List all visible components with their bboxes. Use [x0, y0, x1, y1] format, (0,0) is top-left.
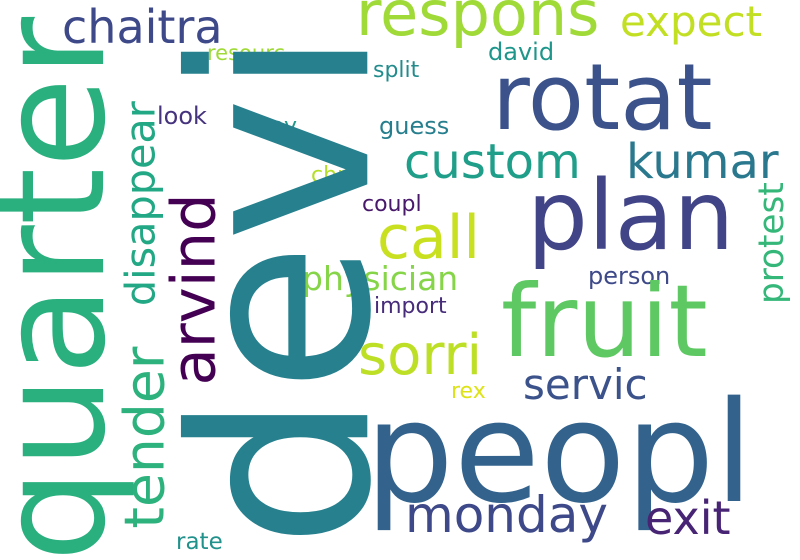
word-david: david: [488, 38, 555, 66]
word-physician: physician: [302, 259, 459, 298]
word-tender: tender: [113, 346, 178, 529]
word-protest: protest: [751, 182, 792, 305]
word-import: import: [374, 294, 447, 319]
word-look: look: [157, 102, 207, 130]
word-disappear: disappear: [116, 100, 165, 306]
word-split: split: [373, 58, 420, 83]
word-rate: rate: [176, 529, 223, 555]
word-exit: exit: [645, 491, 731, 545]
word-guess: guess: [379, 112, 450, 140]
word-roy: roy: [262, 114, 298, 139]
word-quarter: quarter: [0, 16, 138, 560]
word-person: person: [588, 262, 671, 290]
word-rex: rex: [451, 379, 486, 404]
word-chri: chri: [311, 163, 353, 188]
word-servic: servic: [523, 360, 648, 409]
word-kumar: kumar: [626, 134, 779, 190]
word-call: call: [377, 203, 481, 273]
word-resourc: resourc: [207, 41, 285, 65]
word-expect: expect: [620, 0, 763, 46]
word-monday: monday: [405, 486, 608, 544]
word-chaitra: chaitra: [62, 0, 223, 54]
word-custom: custom: [404, 134, 581, 190]
word-coupl: coupl: [362, 192, 422, 217]
word-respons: respons: [356, 0, 600, 50]
word-fruit: fruit: [501, 263, 708, 380]
word-sorri: sorri: [358, 323, 483, 388]
word-peopl: peopl: [365, 372, 754, 535]
word-plan: plan: [527, 160, 735, 272]
word-rotat: rotat: [492, 44, 713, 151]
